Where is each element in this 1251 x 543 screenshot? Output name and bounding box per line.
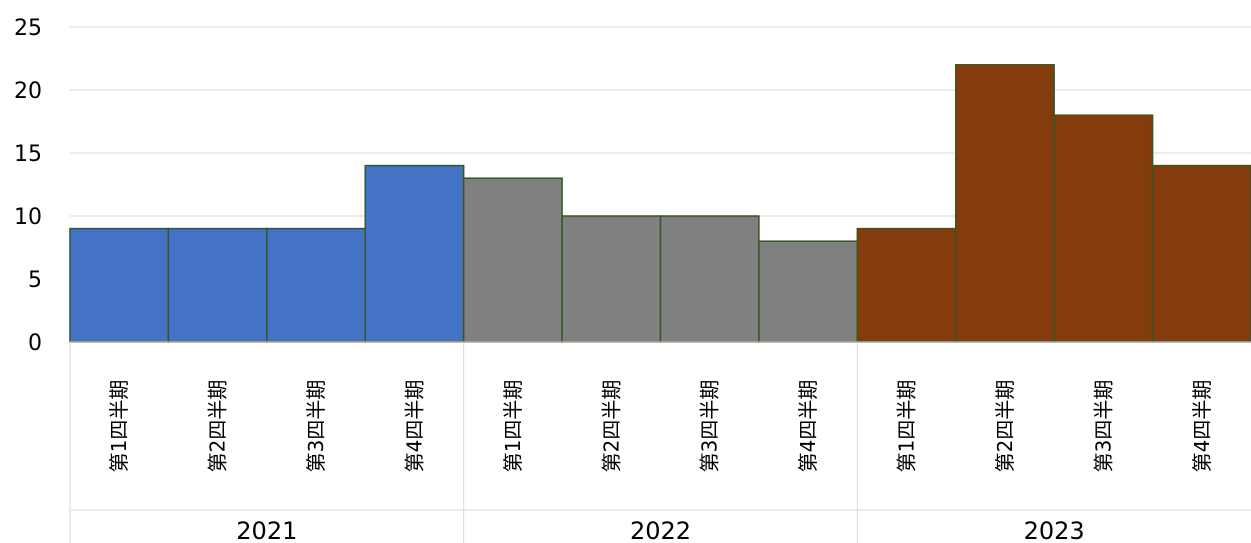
- category-label: 第3四半期: [1091, 380, 1115, 473]
- y-tick-label: 20: [14, 79, 42, 104]
- category-label: 第4四半期: [402, 380, 426, 473]
- category-label: 第1四半期: [107, 380, 131, 473]
- category-label: 第1四半期: [501, 380, 525, 473]
- bar-2023-q3: [1053, 114, 1154, 343]
- bar-2021-q1: [69, 227, 170, 343]
- category-label: 第4四半期: [1190, 380, 1214, 473]
- bars: [69, 64, 1251, 343]
- bar-2021-q4: [364, 164, 465, 343]
- year-label: 2021: [236, 517, 297, 543]
- category-label: 第4四半期: [796, 380, 820, 473]
- bar-2023-q4: [1151, 164, 1251, 343]
- x-axis: 第1四半期 第2四半期 第3四半期 第4四半期 2021 第1四半期 第2四半期 第3四半期 第…: [69, 341, 1251, 543]
- y-tick-label: 10: [14, 205, 42, 230]
- bar-2022-q3: [659, 215, 760, 343]
- category-label: 第2四半期: [206, 380, 230, 473]
- year-label: 2022: [630, 517, 691, 543]
- y-tick-label: 5: [28, 268, 42, 293]
- bar-2022-q2: [561, 215, 662, 343]
- bar-2021-q2: [167, 227, 268, 343]
- bar-2023-q1: [856, 227, 957, 343]
- category-label: 第2四半期: [993, 380, 1017, 473]
- category-label: 第3四半期: [698, 380, 722, 473]
- bar-2021-q3: [266, 227, 367, 343]
- bar-2022-q4: [758, 240, 859, 343]
- y-tick-label: 25: [14, 16, 42, 41]
- bar-2023-q2: [955, 64, 1055, 343]
- category-label: 第1四半期: [895, 380, 919, 473]
- category-label: 第2四半期: [599, 380, 623, 473]
- y-tick-label: 15: [14, 142, 42, 167]
- bar-2022-q1: [462, 177, 563, 343]
- year-label: 2023: [1024, 517, 1085, 543]
- category-label: 第3四半期: [304, 380, 328, 473]
- y-axis-ticks: 0 5 10 15 20 25: [14, 16, 42, 356]
- y-tick-label: 0: [28, 331, 42, 356]
